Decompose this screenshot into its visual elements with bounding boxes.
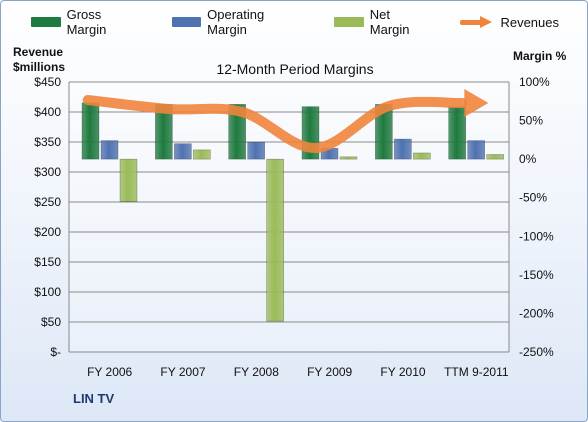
right-axis-tick-label: -50% — [519, 191, 547, 205]
right-axis-tick-label: -100% — [519, 229, 554, 243]
category-label: FY 2010 — [380, 365, 425, 379]
legend-item-net-margin: Net Margin — [334, 7, 432, 37]
left-axis-title-line1: Revenue — [13, 45, 64, 59]
right-axis-title: Margin % — [513, 49, 567, 63]
left-axis-tick-label: $50 — [41, 315, 61, 329]
company-label: LIN TV — [73, 391, 115, 406]
category-label: FY 2008 — [234, 365, 279, 379]
left-axis-title-line2: $millions — [13, 60, 66, 74]
category-label: FY 2006 — [87, 365, 132, 379]
bar-net-margin — [413, 152, 431, 160]
right-axis-tick-label: -150% — [519, 268, 554, 282]
legend-label-net-margin: Net Margin — [369, 7, 410, 37]
left-axis-tick-label: $150 — [34, 255, 61, 269]
bar-net-margin — [486, 154, 504, 160]
legend-label-gross-margin: Gross Margin — [66, 7, 107, 37]
legend-label-operating-margin: Operating Margin — [207, 7, 265, 37]
left-axis-tick-label: $450 — [34, 75, 61, 89]
legend-swatch-operating-margin — [171, 17, 202, 27]
right-axis-tick-label: 0% — [519, 152, 537, 166]
right-axis-tick-label: -250% — [519, 345, 554, 359]
left-axis-tick-label: $- — [50, 345, 61, 359]
plot-area — [69, 82, 509, 352]
bar-operating-margin — [247, 141, 265, 160]
right-axis-tick-label: -200% — [519, 306, 554, 320]
arrow-icon — [460, 15, 494, 29]
bar-operating-margin — [100, 140, 119, 160]
left-axis-title: Revenue $millions — [13, 45, 65, 75]
bar-net-margin — [119, 158, 138, 202]
legend-item-operating-margin: Operating Margin — [171, 7, 307, 37]
chart-title: 12-Month Period Margins — [216, 61, 374, 77]
bar-net-margin — [266, 158, 284, 322]
category-label: FY 2007 — [160, 365, 205, 379]
bar-gross-margin — [228, 104, 246, 160]
legend-item-gross-margin: Gross Margin — [31, 7, 144, 37]
category-label: FY 2009 — [307, 365, 352, 379]
legend: Gross Margin Operating Margin Net Margin… — [31, 7, 587, 37]
bar-operating-margin — [394, 138, 412, 160]
bar-gross-margin — [448, 106, 466, 160]
revenue-line — [82, 95, 468, 153]
left-axis-tick-label: $350 — [34, 135, 61, 149]
left-axis-tick-label: $100 — [34, 285, 61, 299]
right-axis-tick-label: 100% — [519, 75, 550, 89]
bar-operating-margin — [174, 143, 192, 160]
legend-item-revenues: Revenues — [460, 15, 559, 30]
left-axis-tick-label: $300 — [34, 165, 61, 179]
bar-operating-margin — [467, 140, 485, 160]
left-axis-tick-label: $400 — [34, 105, 61, 119]
bar-net-margin — [193, 149, 211, 160]
right-axis-tick-label: 50% — [519, 114, 543, 128]
bar-gross-margin — [81, 102, 100, 160]
legend-swatch-net-margin — [334, 17, 364, 27]
bar-net-margin — [339, 156, 358, 160]
legend-swatch-gross-margin — [31, 17, 61, 27]
category-label: TTM 9-2011 — [444, 365, 509, 379]
left-axis-tick-label: $200 — [34, 225, 61, 239]
legend-label-revenues: Revenues — [500, 14, 559, 30]
left-axis-tick-label: $250 — [34, 195, 61, 209]
revenue-arrowhead — [464, 89, 489, 117]
